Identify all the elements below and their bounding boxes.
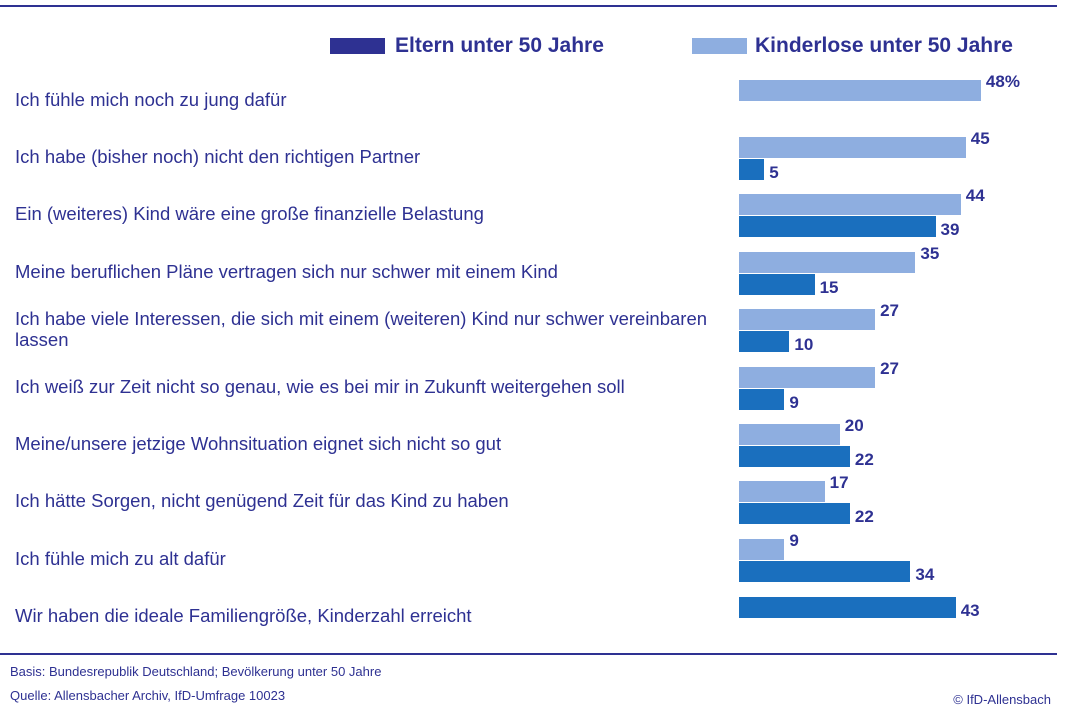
category-label: Ich habe viele Interessen, die sich mit … [15, 307, 708, 350]
category-label: Meine beruflichen Pläne vertragen sich n… [15, 260, 558, 282]
value-label: 35 [920, 243, 940, 263]
value-label: 22 [854, 449, 874, 469]
footnote: Quelle: Allensbacher Archiv, IfD-Umfrage… [10, 688, 286, 703]
category-label: Ein (weiteres) Kind wäre eine große fina… [15, 203, 484, 225]
value-label: 44 [965, 186, 985, 206]
bar [739, 481, 825, 503]
bar [739, 273, 815, 295]
bar [739, 309, 876, 331]
bar [739, 366, 876, 388]
value-label: 34 [915, 564, 935, 584]
value-label: 5 [769, 162, 779, 182]
value-label: 9 [789, 392, 799, 412]
value-label: 22 [854, 507, 874, 527]
value-label: 27 [880, 301, 899, 321]
legend-label: Eltern unter 50 Jahre [395, 34, 604, 57]
top-rule [0, 5, 1057, 7]
bar [739, 216, 936, 238]
legend-swatch [692, 38, 747, 54]
value-label: 43 [960, 601, 980, 621]
bar [739, 538, 785, 560]
bar [739, 331, 790, 353]
bar [739, 388, 785, 410]
bar [739, 597, 956, 619]
category-label: Ich weiß zur Zeit nicht so genau, wie es… [15, 375, 625, 397]
category-label: Ich hätte Sorgen, nicht genügend Zeit fü… [15, 490, 509, 512]
footnote: Basis: Bundesrepublik Deutschland; Bevöl… [10, 664, 382, 679]
bar [739, 560, 911, 582]
value-label: 17 [829, 473, 849, 493]
bar [739, 503, 850, 525]
category-label: Ich habe (bisher noch) nicht den richtig… [15, 145, 421, 167]
category-label: Wir haben die ideale Familiengröße, Kind… [15, 605, 472, 627]
value-label: 9 [789, 530, 799, 550]
category-label: Ich fühle mich noch zu jung dafür [15, 88, 287, 110]
value-label: 20 [844, 415, 864, 435]
bar [739, 423, 840, 445]
legend-label: Kinderlose unter 50 Jahre [755, 34, 1013, 57]
category-label: Meine/unsere jetzige Wohnsituation eigne… [15, 432, 502, 454]
bar [739, 194, 961, 216]
value-label: 27 [880, 358, 899, 378]
bar [739, 251, 916, 273]
bottom-rule [0, 653, 1057, 655]
bar [739, 79, 981, 101]
value-label: 39 [940, 220, 960, 240]
bar [739, 136, 966, 158]
category-label: Ich fühle mich zu alt dafür [15, 547, 226, 569]
credit: © IfD-Allensbach [953, 692, 1051, 707]
bar [739, 445, 850, 467]
value-label: 10 [794, 335, 814, 355]
value-label: 15 [819, 277, 839, 297]
bar [739, 158, 765, 180]
legend-swatch [330, 38, 385, 54]
value-label: 45 [970, 128, 990, 148]
value-label: 48% [985, 71, 1020, 91]
